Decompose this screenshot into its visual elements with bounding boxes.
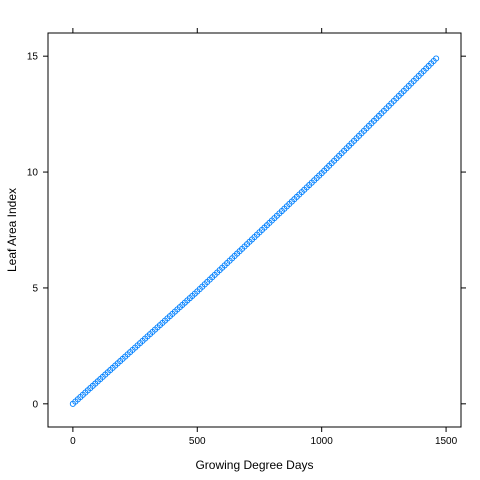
x-tick-label: 0 — [70, 436, 76, 447]
data-point — [433, 55, 440, 62]
x-tick-label: 1500 — [435, 436, 458, 447]
y-tick-label: 15 — [27, 52, 39, 63]
points-layer — [69, 55, 440, 407]
y-axis-title: Leaf Area Index — [5, 188, 19, 272]
y-tick-label: 10 — [27, 168, 39, 179]
y-tick-label: 0 — [32, 399, 38, 410]
plot-frame — [47, 32, 462, 428]
x-tick-label: 500 — [189, 436, 206, 447]
y-tick-label: 5 — [32, 283, 38, 294]
x-tick-label: 1000 — [311, 436, 334, 447]
ticks-layer: 0 500 1000 1500 0 5 10 15 — [27, 28, 466, 447]
x-axis-title: Growing Degree Days — [195, 458, 313, 472]
